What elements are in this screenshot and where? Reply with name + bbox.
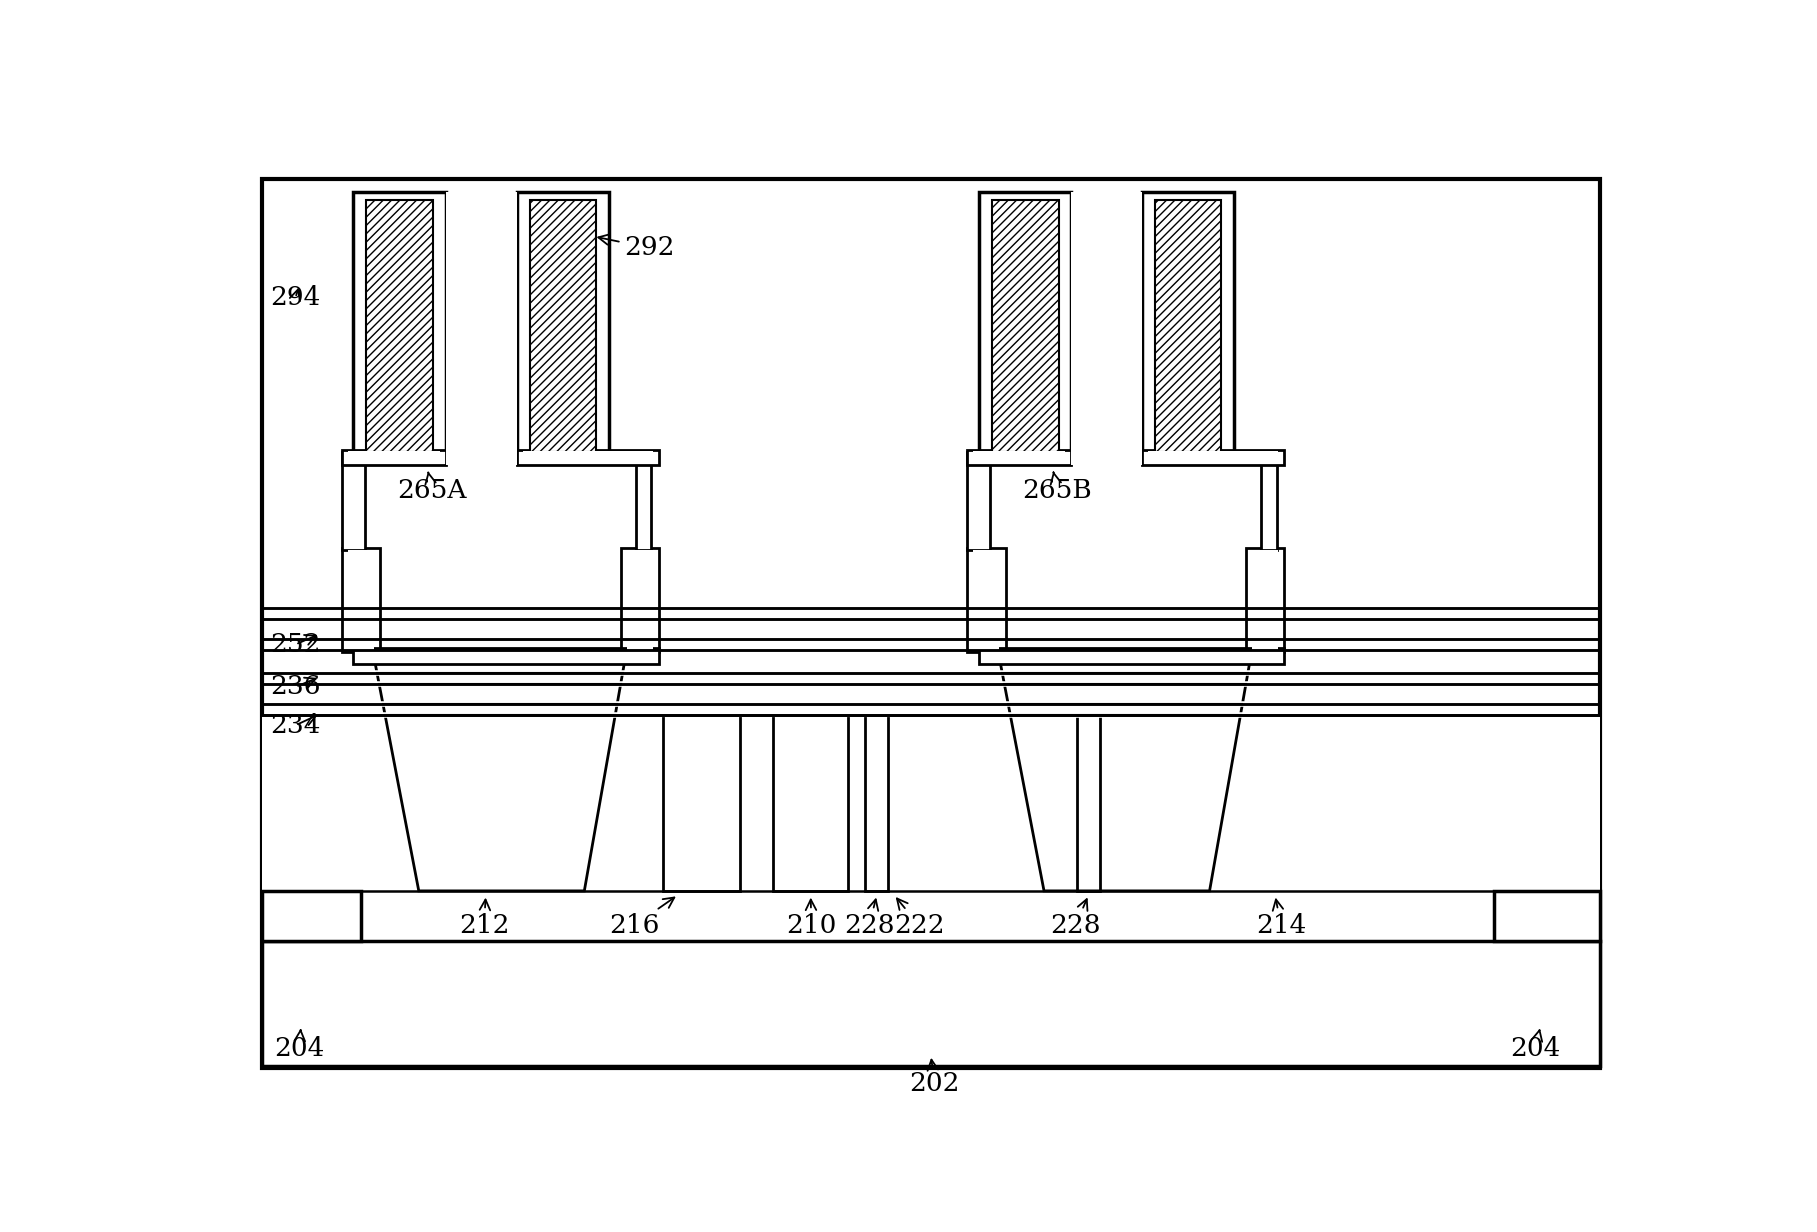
Bar	[772, 715, 849, 891]
Bar	[1141, 450, 1285, 464]
Text: 222: 222	[894, 898, 945, 938]
Bar	[772, 715, 849, 891]
Bar	[992, 200, 1059, 452]
Bar	[1252, 549, 1277, 650]
Bar	[1156, 200, 1221, 452]
Text: 210: 210	[787, 899, 836, 938]
Bar	[516, 450, 660, 464]
Bar	[367, 200, 434, 452]
Bar	[1141, 192, 1234, 456]
Bar	[347, 451, 440, 463]
Bar	[967, 452, 990, 549]
Bar	[445, 649, 621, 662]
Bar	[342, 452, 365, 549]
Bar	[663, 715, 740, 891]
Bar	[516, 192, 609, 456]
Bar	[445, 192, 516, 464]
Bar	[262, 941, 1601, 1066]
Bar	[352, 648, 660, 664]
Text: 294: 294	[271, 286, 320, 310]
Bar	[865, 715, 889, 891]
Bar	[1261, 452, 1277, 549]
Bar	[1148, 451, 1277, 463]
Bar	[1246, 548, 1285, 652]
Text: 202: 202	[908, 1060, 959, 1096]
Bar	[627, 549, 652, 650]
Text: 228: 228	[1050, 899, 1101, 938]
Bar	[663, 715, 740, 891]
Text: 265B: 265B	[1023, 472, 1092, 503]
Bar	[523, 451, 652, 463]
Bar	[974, 453, 985, 548]
Bar	[1077, 715, 1101, 891]
Bar	[641, 453, 645, 548]
Bar	[342, 548, 380, 652]
Text: 228: 228	[843, 899, 894, 938]
Bar	[979, 192, 1070, 456]
Bar	[262, 891, 362, 941]
Bar	[1494, 891, 1601, 941]
Text: 214: 214	[1256, 899, 1306, 938]
Bar	[531, 200, 596, 452]
Bar	[352, 192, 445, 456]
Polygon shape	[998, 649, 1252, 891]
Text: 234: 234	[271, 713, 320, 738]
Text: 252: 252	[271, 632, 320, 657]
Text: 204: 204	[1510, 1030, 1561, 1061]
Bar	[342, 450, 445, 464]
Bar	[865, 715, 889, 891]
Bar	[974, 451, 1065, 463]
Bar	[1070, 192, 1141, 464]
Text: 212: 212	[460, 899, 509, 938]
Text: 265A: 265A	[398, 472, 467, 503]
Bar	[621, 548, 660, 652]
Bar	[262, 715, 1601, 891]
Polygon shape	[372, 649, 627, 891]
Bar	[1266, 453, 1270, 548]
Bar	[663, 715, 740, 891]
Bar	[967, 450, 1070, 464]
Bar	[967, 548, 1005, 652]
Bar	[347, 453, 358, 548]
Text: 204: 204	[274, 1030, 325, 1061]
Bar	[1070, 649, 1246, 662]
Bar	[979, 648, 1285, 664]
Bar	[636, 452, 650, 549]
Text: 216: 216	[609, 897, 674, 938]
Text: 236: 236	[271, 674, 320, 700]
Text: 292: 292	[598, 234, 674, 260]
Bar	[1077, 715, 1101, 891]
Bar	[772, 715, 849, 891]
Bar	[347, 549, 374, 650]
Bar	[974, 549, 999, 650]
